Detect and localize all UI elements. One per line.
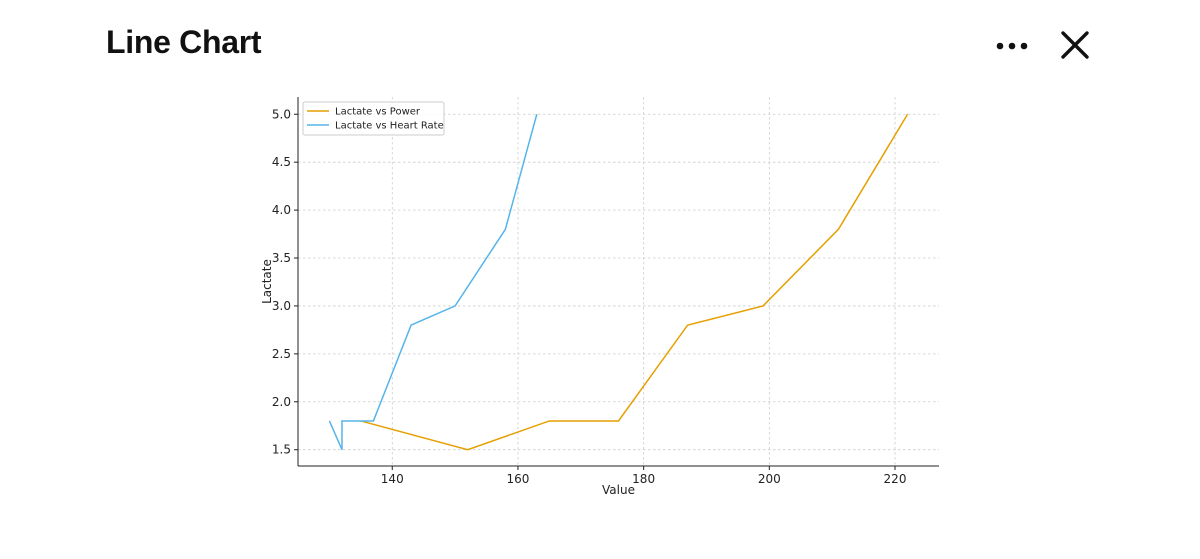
- y-axis-label: Lactate: [260, 259, 274, 304]
- series-line-1: [360, 113, 909, 451]
- legend-box: [302, 101, 445, 136]
- close-button[interactable]: [1054, 24, 1096, 66]
- x-axis-label: Value: [602, 483, 635, 497]
- x-tick-label: 200: [758, 472, 781, 486]
- x-tick-label: 220: [884, 472, 907, 486]
- close-icon: [1061, 31, 1089, 59]
- legend-label-1: Lactate vs Power: [335, 107, 421, 118]
- page-title: Line Chart: [106, 24, 262, 60]
- x-tick-label: 180: [632, 472, 655, 486]
- y-tick-label: 2.5: [272, 347, 291, 361]
- y-tick-label: 3.0: [272, 299, 291, 313]
- y-tick-label: 2.0: [272, 395, 291, 409]
- header-bar: Line Chart: [0, 0, 1200, 92]
- y-tick-label: 5.0: [272, 107, 291, 121]
- more-options-button[interactable]: [990, 26, 1034, 66]
- y-tick-label: 3.5: [272, 251, 291, 265]
- x-tick-label: 160: [506, 472, 529, 486]
- y-tick-label: 4.5: [272, 155, 291, 169]
- x-tick-label: 140: [381, 472, 404, 486]
- series-line-2: [328, 114, 538, 451]
- more-horizontal-icon: [996, 42, 1028, 50]
- legend-label-2: Lactate vs Heart Rate: [335, 121, 444, 132]
- y-tick-label: 1.5: [272, 443, 291, 457]
- y-tick-label: 4.0: [272, 203, 291, 217]
